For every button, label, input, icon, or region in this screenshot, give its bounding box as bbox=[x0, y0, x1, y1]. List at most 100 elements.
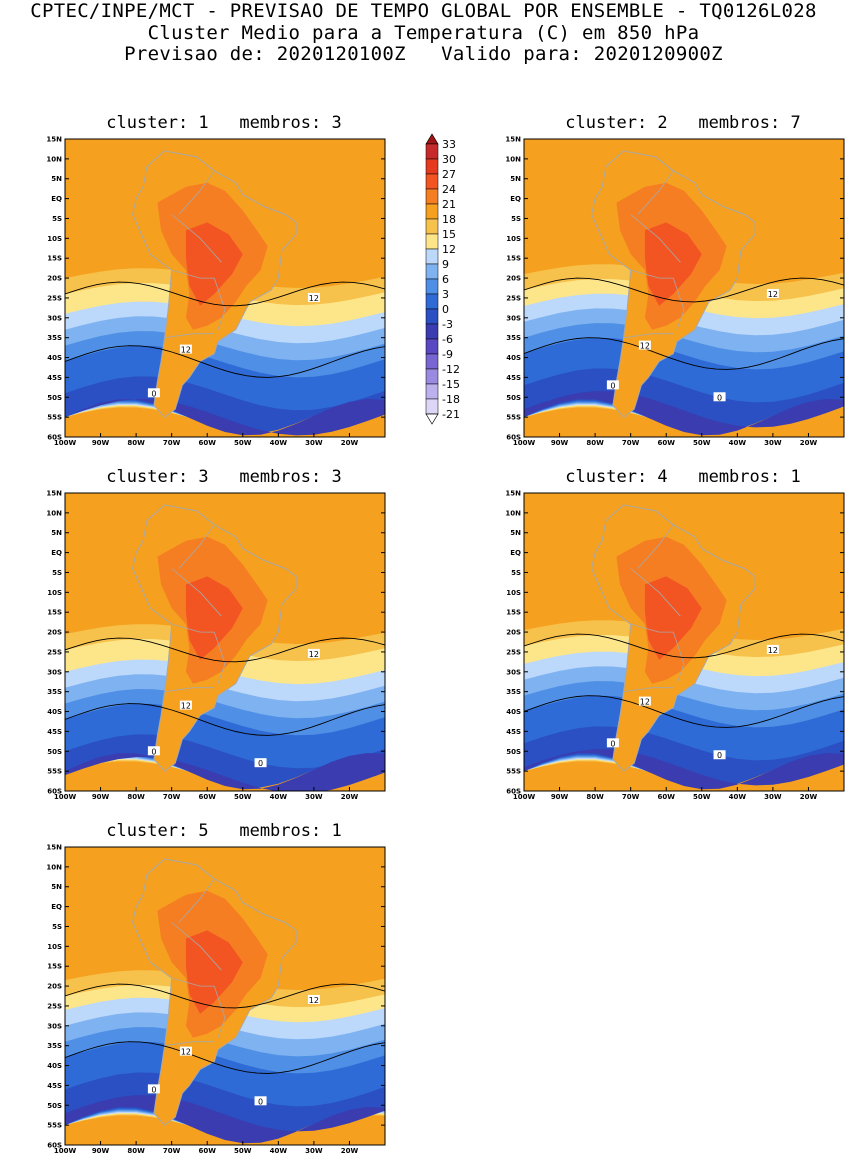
temperature-band bbox=[524, 368, 844, 434]
colorbar-segment bbox=[425, 293, 439, 310]
lon-label: 20W bbox=[341, 793, 359, 801]
contour-label: 0 bbox=[258, 1097, 263, 1106]
contour-line-12 bbox=[65, 281, 385, 307]
colorbar-label: 12 bbox=[442, 243, 456, 256]
lon-label: 60W bbox=[657, 793, 675, 801]
lat-label: 30S bbox=[47, 314, 62, 322]
contour-label-box bbox=[179, 1046, 192, 1056]
colorbar-segment bbox=[425, 398, 439, 415]
lon-label: 90W bbox=[92, 793, 110, 801]
lon-label: 80W bbox=[586, 439, 604, 447]
lat-label: 15S bbox=[47, 609, 62, 617]
colorbar-top-arrow bbox=[425, 133, 439, 145]
map-frame bbox=[64, 846, 386, 1146]
lat-label: 10N bbox=[46, 863, 62, 871]
contour-label: 0 bbox=[151, 389, 156, 398]
lon-label: 90W bbox=[92, 439, 110, 447]
lat-label: 40S bbox=[47, 1062, 62, 1070]
lat-label: 40S bbox=[506, 354, 521, 362]
lon-label: 30W bbox=[305, 439, 323, 447]
contour-label-box bbox=[638, 340, 651, 350]
lon-label: 70W bbox=[622, 793, 640, 801]
lat-label: 20S bbox=[506, 275, 521, 283]
contour-label: 0 bbox=[717, 393, 722, 402]
contour-label: 0 bbox=[717, 751, 722, 760]
temperature-band bbox=[65, 734, 385, 788]
lat-label: EQ bbox=[510, 549, 521, 557]
map-panel-3: 12 12 0 0 15N 10N 5N EQ 5S 10S 15S 20S 25S 30S 35S 40S 4… bbox=[46, 490, 386, 801]
lat-label: 30S bbox=[506, 314, 521, 322]
coastline bbox=[132, 504, 297, 772]
contour-label: 12 bbox=[181, 702, 191, 711]
contour-label-box bbox=[179, 344, 192, 354]
lon-label: 30W bbox=[305, 793, 323, 801]
colorbar-segment bbox=[425, 263, 439, 280]
lat-label: 45S bbox=[506, 374, 521, 382]
map-frame bbox=[64, 138, 386, 438]
lat-label: 50S bbox=[506, 748, 521, 756]
lat-label: 45S bbox=[47, 1082, 62, 1090]
colorbar-label: -9 bbox=[442, 348, 453, 361]
lat-label: 5N bbox=[51, 529, 62, 537]
lat-label: 35S bbox=[506, 688, 521, 696]
lat-label: 50S bbox=[47, 394, 62, 402]
colorbar-label: 24 bbox=[442, 183, 456, 196]
contour-line-0 bbox=[524, 337, 844, 370]
coastline bbox=[591, 150, 756, 418]
lat-label: 30S bbox=[47, 1022, 62, 1030]
colorbar-segment bbox=[425, 323, 439, 340]
coastline bbox=[132, 858, 297, 1126]
colorbar-segment bbox=[425, 143, 439, 160]
colorbar-label: 18 bbox=[442, 213, 456, 226]
lat-label: 20S bbox=[47, 629, 62, 637]
colorbar-label: -3 bbox=[442, 318, 453, 331]
lat-label: 35S bbox=[47, 688, 62, 696]
lat-label: 10S bbox=[47, 589, 62, 597]
contour-label-box bbox=[147, 746, 160, 756]
country-border bbox=[178, 524, 215, 569]
lat-label: 5S bbox=[511, 215, 521, 223]
lat-label: 15N bbox=[46, 844, 62, 852]
contour-label-box bbox=[179, 700, 192, 710]
colorbar-segment bbox=[425, 218, 439, 235]
contour-label: 0 bbox=[151, 747, 156, 756]
lat-label: 5S bbox=[511, 569, 521, 577]
contour-label: 12 bbox=[309, 650, 319, 659]
lat-label: 5S bbox=[52, 569, 62, 577]
contour-label: 0 bbox=[151, 1085, 156, 1094]
lat-label: 15S bbox=[506, 609, 521, 617]
country-border bbox=[213, 985, 226, 1038]
colorbar-label: -12 bbox=[442, 363, 460, 376]
lat-label: 30S bbox=[47, 668, 62, 676]
lat-label: 50S bbox=[47, 748, 62, 756]
lat-label: 10S bbox=[506, 235, 521, 243]
colorbar-label: 6 bbox=[442, 273, 449, 286]
lon-label: 100W bbox=[54, 439, 77, 447]
temperature-band bbox=[65, 399, 385, 436]
lat-label: EQ bbox=[51, 549, 62, 557]
header-line-2: Cluster Medio para a Temperatura (C) em … bbox=[147, 22, 700, 44]
lat-label: 25S bbox=[506, 648, 521, 656]
lat-label: 60S bbox=[506, 788, 521, 796]
lon-label: 100W bbox=[54, 1147, 77, 1155]
contour-line-12 bbox=[65, 637, 385, 663]
lon-label: 70W bbox=[163, 1147, 181, 1155]
country-border bbox=[672, 277, 685, 330]
lat-label: 60S bbox=[47, 434, 62, 442]
lon-label: 50W bbox=[234, 1147, 252, 1155]
lat-label: 35S bbox=[47, 1042, 62, 1050]
lon-label: 100W bbox=[54, 793, 77, 801]
country-border bbox=[171, 922, 222, 971]
lon-label: 100W bbox=[513, 439, 536, 447]
lon-label: 50W bbox=[693, 793, 711, 801]
lat-label: 25S bbox=[506, 294, 521, 302]
contour-label-box bbox=[713, 750, 726, 760]
lon-label: 80W bbox=[127, 793, 145, 801]
lat-label: 25S bbox=[47, 294, 62, 302]
map-panel-5: 12 12 0 0 15N 10N 5N EQ 5S 10S 15S 20S 25S 30S 35S 40S 4… bbox=[46, 844, 386, 1155]
lat-label: 45S bbox=[47, 374, 62, 382]
colorbar-label: 0 bbox=[442, 303, 449, 316]
contour-label: 12 bbox=[640, 342, 650, 351]
country-border bbox=[171, 214, 222, 263]
lat-label: 10N bbox=[46, 155, 62, 163]
